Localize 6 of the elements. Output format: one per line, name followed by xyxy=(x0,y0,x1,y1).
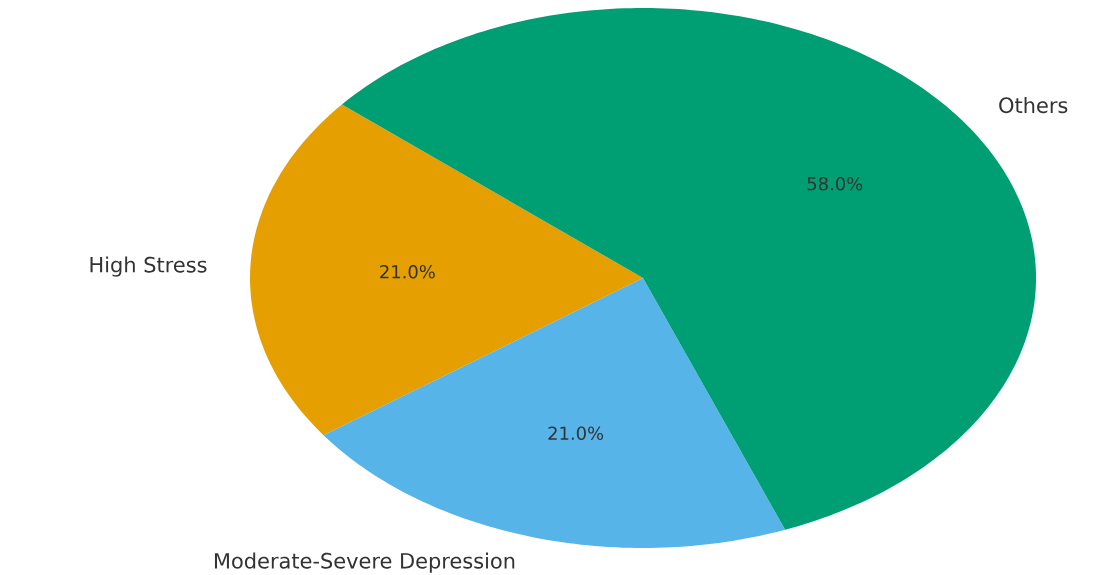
slice-label: Moderate-Severe Depression xyxy=(214,552,515,573)
data-label: 21.0% xyxy=(548,426,604,441)
slice-label: High Stress xyxy=(90,256,207,277)
slice-label: Others xyxy=(999,97,1068,114)
data-label: 21.0% xyxy=(380,264,435,279)
data-label: 58.0% xyxy=(807,176,863,191)
